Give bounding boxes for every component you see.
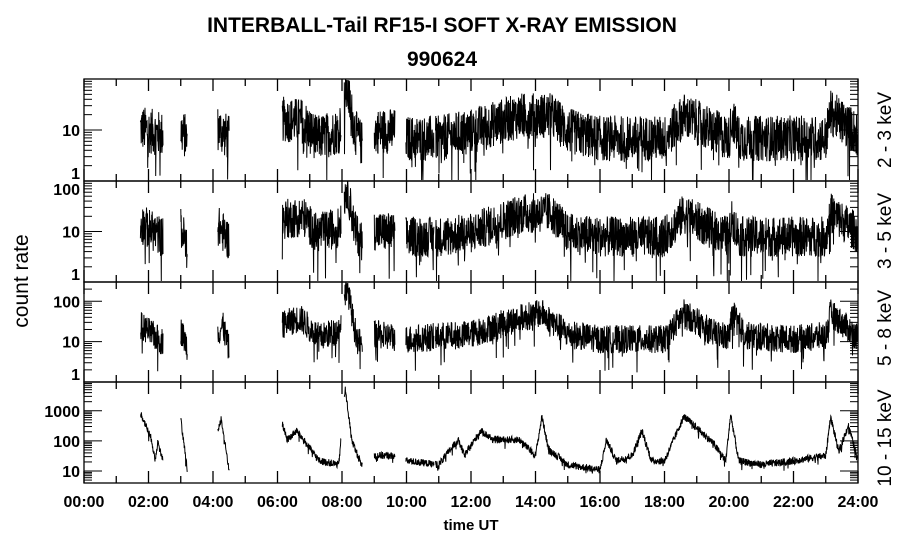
y-tick-label: 1: [71, 166, 80, 183]
y-tick-label: 100: [53, 182, 80, 199]
x-tick-label: 18:00: [644, 494, 685, 511]
series-line-0: [139, 79, 859, 181]
y-tick-label: 10: [62, 225, 80, 242]
panel-band-label: 5 - 8 keV: [875, 290, 896, 366]
y-tick-label: 10: [62, 464, 80, 481]
series-line-1: [139, 181, 859, 282]
series-line-3: [139, 386, 859, 474]
y-tick-label: 100: [53, 294, 80, 311]
x-tick-label: 24:00: [838, 494, 879, 511]
x-tick-label: 10:00: [386, 494, 427, 511]
panel-band-label: 3 - 5 keV: [875, 193, 896, 269]
chart-subtitle: 990624: [406, 48, 478, 71]
y-tick-label: 1: [71, 267, 80, 284]
x-tick-label: 06:00: [257, 494, 298, 511]
y-tick-label: 100: [53, 434, 80, 451]
x-tick-label: 20:00: [709, 494, 750, 511]
y-tick-label: 10: [62, 335, 80, 352]
x-tick-label: 22:00: [773, 494, 814, 511]
y-tick-label: 10: [62, 123, 80, 140]
x-axis-label: time UT: [443, 517, 498, 534]
x-tick-label: 08:00: [322, 494, 363, 511]
y-axis-label: count rate: [10, 234, 33, 327]
x-tick-label: 14:00: [515, 494, 556, 511]
x-tick-label: 16:00: [580, 494, 621, 511]
x-tick-label: 00:00: [64, 494, 105, 511]
x-tick-label: 02:00: [128, 494, 169, 511]
x-tick-label: 12:00: [451, 494, 492, 511]
series-line-2: [140, 282, 859, 373]
panel-band-label: 2 - 3 keV: [875, 92, 896, 168]
x-tick-label: 04:00: [193, 494, 234, 511]
y-tick-label: 1000: [44, 404, 80, 421]
panel-band-label: 10 - 15 keV: [875, 389, 896, 486]
chart-title: INTERBALL-Tail RF15-I SOFT X-RAY EMISSIO…: [207, 14, 677, 37]
y-tick-label: 1: [71, 367, 80, 384]
